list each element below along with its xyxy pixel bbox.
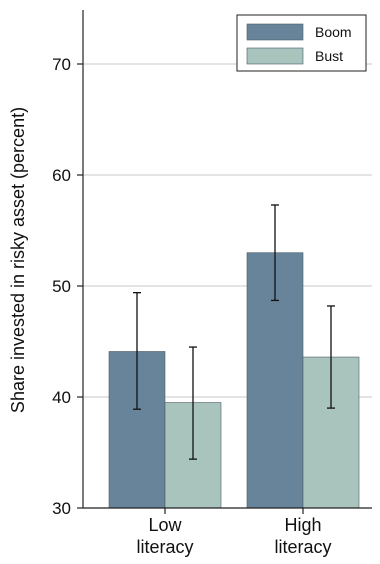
category-label: High: [284, 515, 321, 535]
legend: Boom Bust: [236, 14, 367, 72]
legend-swatch-bust: [246, 47, 304, 65]
legend-label-bust: Bust: [315, 48, 343, 64]
y-axis-title: Share invested in risky asset (percent): [8, 107, 28, 413]
y-tick-label: 40: [52, 388, 71, 407]
axes: [82, 10, 372, 509]
category-label: Low: [148, 515, 182, 535]
y-ticks: 30 40 50 60 70: [52, 55, 83, 518]
error-bars: [133, 204, 335, 460]
y-tick-label: 70: [52, 55, 71, 74]
y-tick-label: 60: [52, 166, 71, 185]
bars: [108, 252, 360, 509]
category-label: literacy: [136, 537, 193, 557]
gridlines: [83, 63, 372, 398]
legend-label-boom: Boom: [315, 24, 352, 40]
category-label: literacy: [274, 537, 331, 557]
y-tick-label: 30: [52, 499, 71, 518]
legend-swatch-boom: [246, 23, 304, 41]
y-tick-label: 50: [52, 277, 71, 296]
